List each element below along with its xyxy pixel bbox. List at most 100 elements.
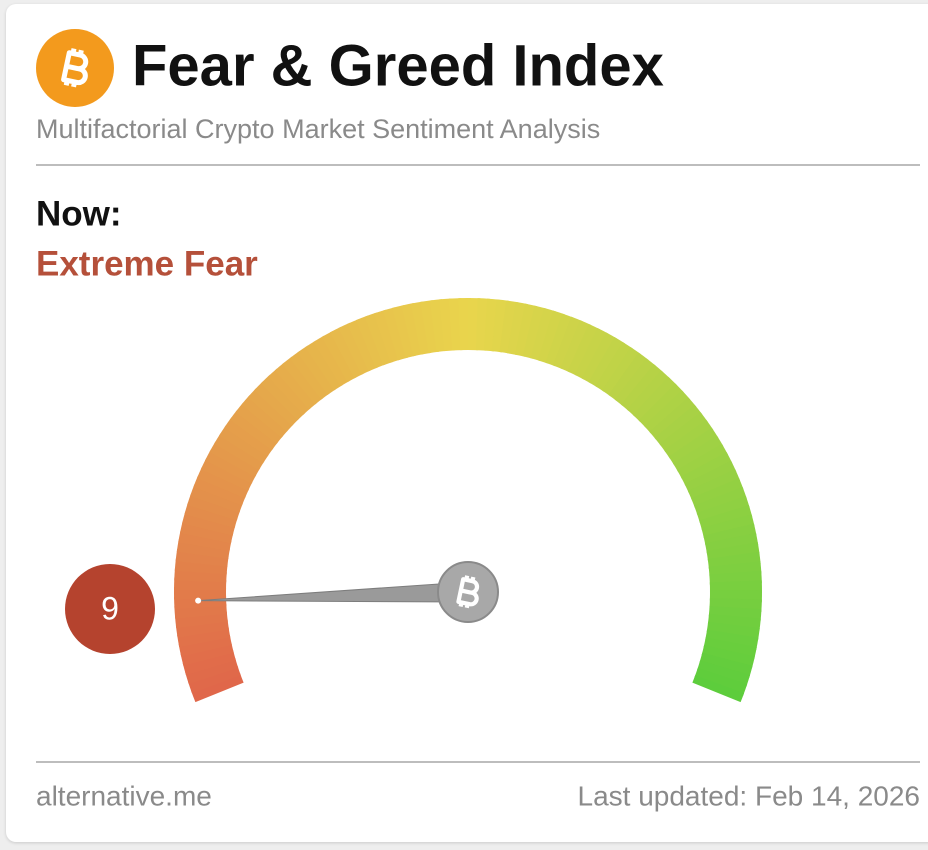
- gauge-arc-segment: [190, 484, 243, 513]
- gauge-arc-segment: [522, 305, 547, 359]
- gauge-arc-segment: [530, 307, 556, 362]
- gauge-arc-segment: [560, 320, 592, 373]
- subtitle: Multifactorial Crypto Market Sentiment A…: [36, 114, 600, 144]
- gauge-arc-segment: [614, 358, 657, 406]
- gauge-arc-segment: [684, 460, 737, 494]
- gauge-arc-segment: [338, 322, 371, 375]
- gauge-arc-segment: [644, 390, 691, 434]
- gauge-arc-segment: [178, 635, 232, 657]
- title: Fear & Greed Index: [132, 33, 664, 98]
- gauge-arc-segment: [701, 514, 755, 538]
- gauge-arc-segment: [313, 335, 350, 387]
- gauge-arc-segment: [229, 409, 279, 451]
- gauge-arc-segment: [260, 374, 305, 421]
- gauge-arc-segment: [703, 637, 757, 660]
- gauge-arc-segment: [305, 340, 343, 391]
- gauge-arc-segment: [677, 443, 728, 479]
- gauge-arc-segment: [620, 364, 664, 412]
- gauge-arc-segment: [355, 315, 386, 369]
- gauge-arc-segment: [254, 381, 300, 426]
- gauge-arc-segment: [410, 301, 432, 355]
- gauge-arc-segment: [383, 307, 408, 361]
- last-updated: Last updated: Feb 14, 2026: [578, 780, 921, 811]
- gauge-arc-segment: [247, 388, 294, 432]
- value-label: 9: [101, 590, 119, 626]
- gauge-arc-segment: [401, 303, 424, 357]
- gauge-arc-segment: [672, 435, 724, 473]
- now-label: Now:: [36, 194, 122, 233]
- gauge-arc-segment: [219, 425, 269, 464]
- gauge-arc-segment: [654, 404, 703, 446]
- gauge-arc-segment: [699, 652, 753, 678]
- gauge-arc-segment: [632, 376, 678, 422]
- gauge-arc-segment: [537, 310, 565, 364]
- gauge-arc-segment: [241, 395, 289, 438]
- gauge-arc-segment: [680, 452, 733, 487]
- gauge-arc-segment: [595, 341, 634, 392]
- gauge-arc-segment: [180, 642, 234, 666]
- gauge-arc-segment: [659, 412, 708, 453]
- gauge-arc-segment: [182, 511, 236, 536]
- gauge-arc-segment: [184, 502, 238, 529]
- gauge-arc-segment: [214, 433, 265, 471]
- gauge-arc-segment: [282, 356, 324, 405]
- gauge-arc-segment: [187, 493, 241, 521]
- gauge-arc-segment: [289, 350, 330, 400]
- gauge-arc-segment: [668, 427, 719, 466]
- gauge-arc-segment: [274, 362, 317, 410]
- gauge-arc-segment: [209, 441, 261, 477]
- gauge-arc-segment: [364, 312, 393, 366]
- needle: [198, 581, 469, 603]
- gauge-arc-segment: [703, 523, 757, 546]
- needle-tip: [195, 597, 202, 604]
- gauge-arc-segment: [664, 419, 714, 459]
- source: alternative.me: [36, 780, 212, 811]
- gauge-arc-segment: [178, 530, 232, 552]
- gauge-arc-segment: [694, 486, 747, 516]
- gauge-arc-segment: [267, 368, 311, 415]
- gauge-arc-segment: [697, 660, 751, 687]
- gauge-arc-segment: [204, 449, 257, 484]
- gauge-arc-segment: [297, 345, 337, 395]
- gauge-arc-segment: [507, 301, 528, 356]
- gauge-arc-segment: [373, 309, 401, 363]
- gauge-arc-segment: [588, 337, 626, 388]
- gauge-arc-segment: [182, 650, 236, 676]
- gauge-arc-segment: [567, 323, 601, 376]
- gauge-arc-segment: [692, 675, 745, 703]
- gauge-arc-segment: [420, 300, 439, 354]
- value-badge: [65, 564, 155, 654]
- gauge-arc-segment: [706, 542, 760, 562]
- gauge-arc-segment: [329, 326, 364, 379]
- gauge-arc-segment: [190, 673, 244, 703]
- gauge-arc-segment: [177, 627, 231, 648]
- gauge-arc-segment: [347, 319, 378, 372]
- gauge-arc-segment: [187, 665, 241, 694]
- gauge-arc-segment: [709, 580, 762, 593]
- gauge-arc-segment: [626, 370, 671, 417]
- gauge-arc-segment: [196, 466, 250, 499]
- gauge-arc-segment: [638, 383, 684, 428]
- gauge-arc-segment: [649, 397, 697, 440]
- gauge-arc-segment: [193, 475, 246, 506]
- gauge-arc-segment: [705, 532, 759, 554]
- gauge-arc-segment: [458, 298, 471, 351]
- gauge-arc-segment: [694, 667, 748, 696]
- card: [6, 4, 928, 842]
- gauge-arc-segment: [608, 352, 649, 402]
- gauge-arc-segment: [701, 645, 755, 669]
- gauge-arc-segment: [321, 331, 357, 383]
- gauge-arc-segment: [180, 520, 234, 544]
- gauge-arc-segment: [696, 495, 750, 523]
- gauge: 9: [65, 298, 762, 703]
- gauge-arc-segment: [235, 402, 284, 444]
- gauge-arc-segment: [581, 332, 617, 384]
- gauge-arc-segment: [691, 478, 744, 508]
- classification: Extreme Fear: [36, 244, 258, 283]
- gauge-arc-segment: [601, 347, 641, 397]
- gauge-arc-segment: [200, 458, 253, 492]
- gauge-arc-segment: [705, 629, 759, 650]
- gauge-arc-segment: [545, 313, 574, 367]
